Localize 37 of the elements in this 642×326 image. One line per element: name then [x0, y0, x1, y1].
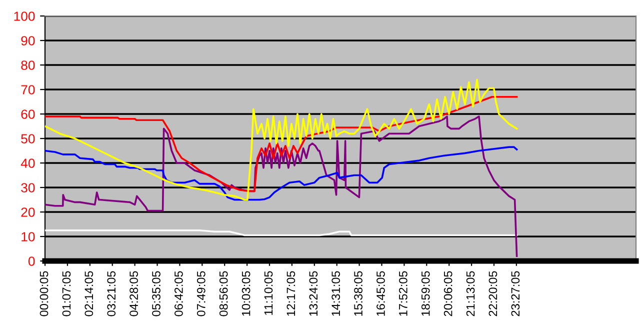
x-tick-label: 17:52:05: [398, 271, 408, 316]
line-series: [45, 78, 518, 201]
x-tick-label: 22:20:05: [488, 271, 498, 316]
line-series: [45, 146, 518, 201]
x-tick-label: 14:31:05: [332, 271, 340, 316]
y-tick-label: 40: [20, 158, 35, 168]
y-tick-label: 100: [14, 12, 35, 21]
x-tick-label: 16:45:05: [376, 271, 385, 316]
x-tick-label: 23:27:05: [511, 271, 520, 316]
x-tick-label: 03:21:05: [107, 271, 116, 316]
y-tick-label: 10: [22, 232, 35, 242]
x-tick-label: 11:10:05: [264, 271, 273, 315]
y-tick-label: 20: [21, 208, 35, 217]
x-tick-label: 08:56:05: [219, 271, 228, 316]
x-tick-label: 01:07:05: [62, 271, 71, 316]
x-tick-label: 07:49:05: [196, 271, 206, 316]
line-series: [45, 116, 518, 258]
y-tick-label: 60: [21, 110, 35, 119]
x-tick-label: 02:14:05: [84, 271, 94, 316]
y-tick-label: 30: [21, 183, 35, 192]
x-tick-label: 00:00:05: [40, 271, 48, 316]
y-tick-label: 80: [21, 60, 35, 70]
y-tick-label: 90: [21, 36, 35, 46]
y-tick-label: 0: [28, 256, 35, 266]
x-tick-label: 12:17:05: [286, 271, 296, 316]
y-tick-label: 50: [21, 134, 35, 144]
x-tick-label: 06:42:05: [174, 271, 183, 316]
x-tick-label: 15:38:05: [354, 271, 362, 316]
x-tick-label: 10:03:05: [242, 271, 250, 316]
x-tick-label: 20:06:05: [444, 271, 452, 316]
x-tick-label: 21:13:05: [466, 271, 475, 316]
y-tick-label: 70: [21, 85, 35, 94]
x-tick-label: 13:24:05: [309, 271, 318, 316]
x-tick-label: 05:35:05: [152, 271, 160, 316]
line-series: [45, 96, 518, 192]
x-tick-label: 04:28:05: [130, 271, 138, 316]
x-tick-label: 18:59:05: [421, 271, 430, 316]
